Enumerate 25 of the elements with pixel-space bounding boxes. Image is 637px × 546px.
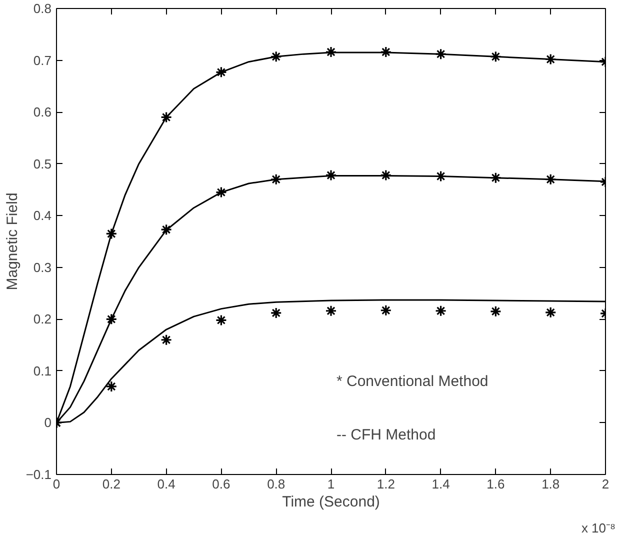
y-axis-title: Magnetic Field: [4, 192, 21, 290]
x-tick-label: 1: [327, 476, 335, 492]
x-tick-label: 0.8: [267, 476, 286, 492]
x-tick-label: 1.8: [542, 476, 560, 492]
x-tick-label: 1.2: [376, 476, 395, 492]
x-tick-label: 0.4: [157, 476, 176, 492]
y-tick-label: 0: [44, 415, 52, 430]
y-tick-label: 0.5: [33, 156, 52, 172]
x-tick-label: 2: [602, 476, 610, 492]
annotation: -- CFH Method: [336, 426, 436, 444]
y-tick-label: 0.4: [33, 208, 52, 224]
x-axis-title: Time (Second): [282, 494, 380, 510]
x-tick-label: 1.4: [432, 476, 450, 492]
x-tick-label: 0.6: [212, 476, 230, 492]
x-tick-label: 0.2: [102, 476, 120, 492]
y-tick-label: 0.8: [33, 1, 52, 16]
y-tick-label: 0.2: [33, 312, 52, 327]
y-tick-label: 0.6: [33, 104, 52, 120]
annotation: * Conventional Method: [336, 372, 488, 390]
x-tick-label: 1.6: [486, 476, 505, 492]
y-tick-label: 0.1: [33, 363, 52, 378]
y-tick-label: 0.3: [33, 260, 52, 275]
y-tick-label: −0.1: [26, 467, 52, 482]
text: x 10⁻⁸: [581, 520, 616, 536]
y-tick-label: 0.7: [33, 52, 52, 68]
